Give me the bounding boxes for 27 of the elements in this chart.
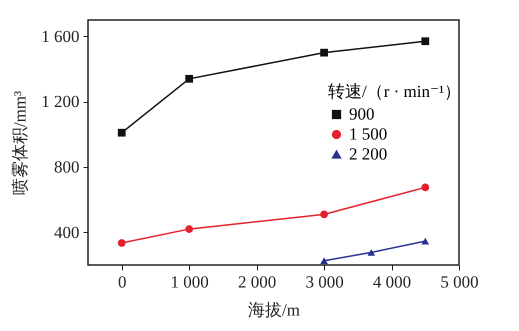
point (367, 249, 376, 256)
point (421, 37, 430, 46)
point (185, 74, 194, 83)
legend-title: 转速/（r · min⁻¹） (328, 82, 462, 101)
point (320, 210, 328, 218)
y-tick-label: 400 (54, 222, 80, 242)
x-tick-label: 4 000 (372, 272, 412, 292)
y-tick-label: 800 (54, 158, 80, 176)
legend-label: 2 200 (349, 144, 388, 164)
x-tick-label: 0 (118, 272, 126, 292)
legend-label: 1 500 (349, 124, 388, 144)
point (118, 128, 126, 137)
point (320, 48, 328, 57)
legend-label: 900 (349, 104, 374, 124)
point (421, 184, 430, 192)
point (421, 238, 430, 245)
point (320, 257, 328, 264)
y-tick-label: 1 600 (41, 26, 80, 46)
point (118, 239, 126, 247)
x-tick-label: 1 000 (170, 272, 209, 292)
y-tick-label: 1 200 (41, 92, 80, 112)
x-tick-label: 3 000 (305, 272, 344, 292)
y-axis-title: 喷雾体积/mm³ (10, 90, 30, 196)
x-axis-title: 海拔/m (248, 300, 300, 320)
x-tick-label: 2 000 (238, 272, 276, 292)
point (185, 225, 194, 233)
x-tick-label: 5 000 (440, 272, 479, 292)
